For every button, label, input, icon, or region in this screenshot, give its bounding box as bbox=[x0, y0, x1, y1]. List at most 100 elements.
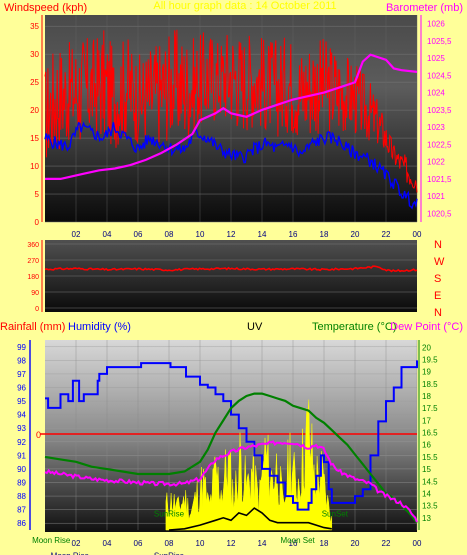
temperature-tick-label: 16 bbox=[422, 441, 431, 450]
event-label: SunRise bbox=[154, 551, 185, 555]
time-tick-label: 20 bbox=[351, 539, 360, 548]
wind-tick-label: 20 bbox=[30, 106, 39, 115]
temperature-tick-label: 16.5 bbox=[422, 429, 438, 438]
time-tick-label: 06 bbox=[134, 539, 143, 548]
barometer-tick-label: 1024 bbox=[427, 89, 445, 98]
temperature-tick-label: 14.5 bbox=[422, 477, 438, 486]
time-tick-label: 14 bbox=[258, 539, 267, 548]
humidity-tick-label: 98 bbox=[17, 356, 26, 365]
barometer-tick-label: 1022 bbox=[427, 158, 445, 167]
humidity-tick-label: 90 bbox=[17, 465, 26, 474]
time-tick-label: 22 bbox=[382, 539, 391, 548]
wind-tick-label: 25 bbox=[30, 78, 39, 87]
humidity-tick-label: 92 bbox=[17, 438, 26, 447]
humidity-series bbox=[45, 360, 418, 511]
time-tick-label: 18 bbox=[320, 539, 329, 548]
solar-series bbox=[168, 507, 332, 531]
barometer-tick-label: 1024,5 bbox=[427, 71, 452, 80]
time-tick-label: 10 bbox=[196, 230, 205, 239]
time-tick-label: 06 bbox=[134, 230, 143, 239]
time-tick-label: 04 bbox=[103, 230, 112, 239]
time-tick-label: 02 bbox=[72, 230, 81, 239]
humidity-tick-label: 88 bbox=[17, 492, 26, 501]
barometer-tick-label: 1021 bbox=[427, 192, 445, 201]
series-layer bbox=[40, 29, 418, 531]
humidity-tick-label: 95 bbox=[17, 397, 26, 406]
time-tick-label: 22 bbox=[382, 230, 391, 239]
temperature-tick-label: 14 bbox=[422, 489, 431, 498]
event-label: SunRise bbox=[154, 510, 185, 519]
chart-title: All hour graph data : 14 October 2011 bbox=[153, 0, 336, 12]
rainfall-axis-label: Rainfall (mm) bbox=[0, 321, 65, 333]
time-tick-label: 00 bbox=[413, 539, 422, 548]
compass-label: S bbox=[434, 273, 441, 285]
compass-label: N bbox=[434, 307, 442, 319]
time-tick-label: 10 bbox=[196, 539, 205, 548]
time-tick-label: 04 bbox=[103, 539, 112, 548]
barometer-tick-label: 1025,5 bbox=[427, 37, 452, 46]
humidity-tick-label: 91 bbox=[17, 451, 26, 460]
wind-tick-label: 10 bbox=[30, 162, 39, 171]
barometer-tick-label: 1023 bbox=[427, 123, 445, 132]
barometer-tick-label: 1020,5 bbox=[427, 209, 452, 218]
humidity-tick-label: 97 bbox=[17, 370, 26, 379]
time-tick-label: 08 bbox=[165, 230, 174, 239]
temperature-tick-label: 13.5 bbox=[422, 502, 438, 511]
barometer-series bbox=[45, 53, 418, 180]
time-tick-label: 12 bbox=[227, 539, 236, 548]
direction-tick-label: 0 bbox=[35, 306, 39, 313]
dewpoint-axis-label: Dew Point (°C) bbox=[390, 321, 463, 333]
humidity-tick-label: 96 bbox=[17, 384, 26, 393]
wind-tick-label: 0 bbox=[35, 218, 40, 227]
event-label: SunSet bbox=[322, 510, 349, 519]
axes-layer: 051015202530351020,510211021,510221022,5… bbox=[17, 15, 452, 555]
direction-tick-label: 180 bbox=[27, 274, 39, 281]
barometer-axis-label: Barometer (mb) bbox=[386, 2, 463, 14]
temperature-tick-label: 20 bbox=[422, 343, 431, 352]
event-label: Moon Set bbox=[281, 536, 316, 545]
event-label: Moon Rise bbox=[51, 551, 90, 555]
temperature-tick-label: 19.5 bbox=[422, 355, 438, 364]
humidity-tick-label: 89 bbox=[17, 479, 26, 488]
compass-label: N bbox=[434, 239, 442, 251]
time-tick-label: 08 bbox=[165, 539, 174, 548]
humidity-tick-label: 86 bbox=[17, 519, 26, 528]
wind-tick-label: 15 bbox=[30, 134, 39, 143]
wind-direction-series bbox=[44, 265, 418, 273]
time-tick-label: 16 bbox=[289, 230, 298, 239]
temperature-series bbox=[44, 392, 418, 524]
direction-tick-label: 360 bbox=[27, 242, 39, 249]
time-tick-label: 18 bbox=[320, 230, 329, 239]
wind-gust-series bbox=[44, 29, 418, 193]
compass-label: E bbox=[434, 290, 441, 302]
time-tick-label: 02 bbox=[72, 539, 81, 548]
uv-area-series bbox=[165, 399, 333, 531]
humidity-tick-label: 93 bbox=[17, 424, 26, 433]
barometer-tick-label: 1021,5 bbox=[427, 175, 452, 184]
temperature-tick-label: 17 bbox=[422, 416, 431, 425]
barometer-tick-label: 1025 bbox=[427, 54, 445, 63]
compass-label: W bbox=[434, 256, 445, 268]
temperature-axis-label: Temperature (°C) bbox=[312, 321, 396, 333]
time-tick-label: 12 bbox=[227, 230, 236, 239]
temperature-tick-label: 18.5 bbox=[422, 380, 438, 389]
time-tick-label: 00 bbox=[413, 230, 422, 239]
time-tick-label: 14 bbox=[258, 230, 267, 239]
temperature-tick-label: 19 bbox=[422, 368, 431, 377]
wind-tick-label: 30 bbox=[30, 50, 39, 59]
time-tick-label: 16 bbox=[289, 539, 298, 548]
uv-axis-label: UV bbox=[247, 321, 263, 333]
rain-zero-label: 0 bbox=[36, 430, 41, 440]
temperature-tick-label: 17.5 bbox=[422, 404, 438, 413]
direction-tick-label: 270 bbox=[27, 258, 39, 265]
event-label: Moon Rise bbox=[32, 536, 71, 545]
wind-tick-label: 35 bbox=[30, 22, 39, 31]
humidity-tick-label: 87 bbox=[17, 506, 26, 515]
temperature-tick-label: 18 bbox=[422, 392, 431, 401]
humidity-axis-label: Humidity (%) bbox=[68, 321, 131, 333]
barometer-tick-label: 1026 bbox=[427, 20, 445, 29]
temperature-tick-label: 15.5 bbox=[422, 453, 438, 462]
dewpoint-series bbox=[44, 440, 418, 523]
windspeed-axis-label: Windspeed (kph) bbox=[4, 2, 87, 14]
